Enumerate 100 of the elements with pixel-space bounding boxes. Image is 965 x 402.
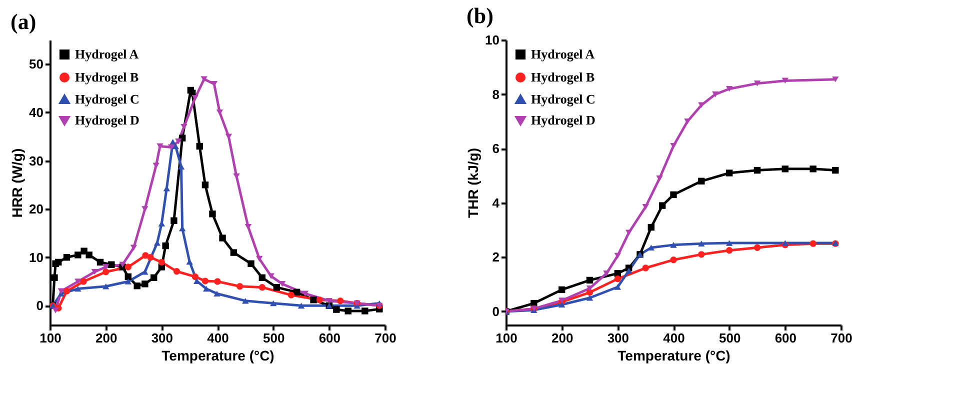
point — [58, 288, 65, 294]
point — [102, 283, 110, 290]
point — [670, 191, 677, 198]
x-tick-label: 100 — [40, 330, 62, 346]
legend-label: Hydrogel A — [531, 46, 596, 62]
point — [726, 247, 733, 254]
point — [614, 276, 622, 282]
point — [200, 76, 208, 82]
legend-label: Hydrogel D — [531, 112, 596, 128]
point — [236, 283, 244, 290]
point — [108, 261, 115, 268]
y-axis-title: THR (kJ/g) — [465, 148, 482, 218]
legend-label: Hydrogel A — [75, 46, 140, 62]
point — [684, 118, 691, 124]
y-axis-title: HRR (W/g) — [9, 148, 26, 218]
point — [658, 202, 666, 209]
point — [603, 270, 610, 276]
x-tick-label: 500 — [718, 330, 741, 346]
x-tick-label: 200 — [95, 330, 118, 346]
chart-title: (b) — [466, 3, 494, 28]
point — [74, 252, 82, 258]
chart-title: (a) — [10, 9, 36, 34]
x-tick-label: 600 — [318, 330, 341, 346]
point — [726, 170, 733, 176]
legend-label: Hydrogel B — [75, 70, 140, 84]
point — [214, 290, 220, 297]
point — [202, 182, 209, 188]
point — [172, 143, 179, 150]
point — [52, 308, 59, 314]
point — [256, 256, 263, 262]
point — [316, 296, 324, 304]
y-tick-label: 20 — [29, 202, 44, 217]
point — [202, 286, 210, 292]
point — [219, 234, 226, 242]
y-tick-label: 10 — [29, 250, 44, 265]
y-tick-label: 50 — [29, 56, 44, 72]
point — [186, 258, 193, 265]
point — [273, 284, 280, 291]
point — [124, 273, 132, 280]
point — [754, 166, 761, 174]
point — [142, 268, 148, 275]
point — [91, 268, 98, 275]
point — [170, 217, 178, 224]
legend-label: Hydrogel D — [75, 112, 140, 128]
point — [86, 252, 92, 258]
point — [298, 302, 305, 309]
y-tick-label: 30 — [29, 153, 44, 168]
point — [558, 286, 566, 294]
y-tick-label: 6 — [492, 141, 500, 156]
point — [642, 204, 649, 210]
point — [310, 296, 317, 304]
point — [147, 254, 154, 261]
legend-label: Hydrogel C — [75, 92, 140, 106]
x-tick-label: 300 — [607, 330, 630, 346]
point — [698, 251, 705, 258]
point — [63, 288, 70, 295]
point — [80, 278, 87, 285]
point — [124, 278, 132, 284]
point — [782, 166, 789, 172]
point — [810, 240, 816, 247]
point — [248, 260, 254, 268]
x-tick-label: 300 — [151, 330, 174, 346]
y-tick-label: 0 — [36, 298, 44, 314]
point — [192, 273, 199, 280]
y-tick-label: 8 — [492, 86, 500, 102]
point — [670, 142, 677, 149]
point — [336, 298, 344, 304]
point — [258, 284, 266, 291]
point — [63, 254, 70, 261]
y-tick-label: 4 — [492, 195, 500, 210]
point — [614, 284, 622, 290]
point — [810, 166, 816, 172]
point — [698, 178, 705, 184]
point — [55, 258, 62, 266]
point — [670, 256, 677, 264]
point — [268, 273, 274, 280]
point — [175, 138, 182, 144]
point — [726, 86, 733, 92]
point — [119, 262, 126, 268]
point — [782, 78, 789, 84]
x-tick-label: 700 — [830, 330, 852, 346]
x-tick-label: 600 — [774, 330, 797, 346]
x-tick-label: 100 — [496, 330, 518, 346]
point — [326, 298, 333, 304]
point — [586, 276, 594, 284]
legend-label: Hydrogel C — [531, 92, 596, 106]
point — [51, 274, 58, 282]
point — [625, 230, 632, 236]
point — [832, 166, 839, 174]
x-tick-label: 700 — [374, 330, 396, 346]
x-axis-title: Temperature (°C) — [618, 348, 730, 364]
point — [333, 306, 340, 313]
point — [74, 286, 82, 292]
y-tick-label: 40 — [29, 104, 44, 120]
point — [258, 274, 266, 282]
point — [209, 210, 216, 218]
point — [214, 278, 221, 285]
point — [242, 298, 249, 304]
point — [124, 264, 132, 270]
point — [625, 268, 632, 274]
